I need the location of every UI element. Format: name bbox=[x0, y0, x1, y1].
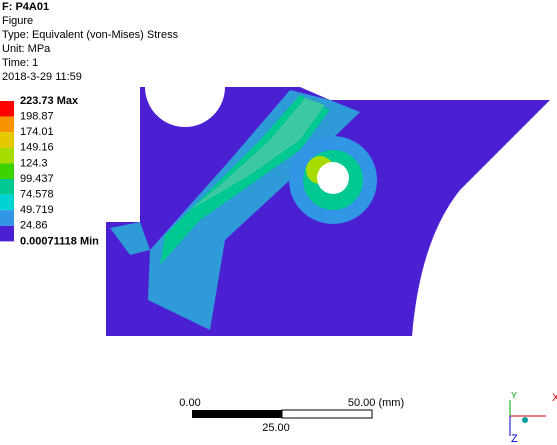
legend-label: 198.87 bbox=[20, 111, 54, 123]
legend-swatch bbox=[0, 210, 14, 226]
stress-band bbox=[190, 98, 325, 210]
scale-bar-light bbox=[281, 409, 373, 419]
scale-start: 0.00 bbox=[179, 397, 200, 409]
legend-label: 223.73 Max bbox=[20, 95, 79, 107]
legend-swatch bbox=[0, 147, 14, 164]
legend-swatch bbox=[0, 225, 14, 242]
legend-label: 49.719 bbox=[20, 204, 54, 216]
legend-swatch bbox=[0, 101, 14, 117]
scale-end: 50.00 (mm) bbox=[348, 397, 404, 409]
legend-swatch bbox=[0, 116, 14, 133]
legend-label: 124.3 bbox=[20, 157, 48, 169]
model bbox=[106, 87, 550, 336]
triad-z: Z bbox=[511, 433, 518, 445]
legend-label: 24.86 bbox=[20, 220, 48, 232]
scale-bar: 0.00 50.00 (mm) 25.00 bbox=[179, 397, 404, 434]
legend-swatch bbox=[0, 163, 14, 179]
scale-bar-dark bbox=[192, 410, 282, 418]
header-line: Type: Equivalent (von-Mises) Stress bbox=[2, 29, 179, 41]
legend-label: 149.16 bbox=[20, 142, 54, 154]
legend-label: 74.578 bbox=[20, 189, 54, 201]
header-title: F: P4A01 bbox=[2, 1, 49, 13]
legend-label: 0.00071118 Min bbox=[20, 235, 99, 247]
triad-x: X bbox=[552, 392, 557, 404]
legend-swatch bbox=[0, 194, 14, 211]
triad: X Y Z bbox=[509, 390, 557, 445]
legend-label: 99.437 bbox=[20, 173, 54, 185]
stress-band bbox=[110, 222, 150, 255]
header-line: Time: 1 bbox=[2, 57, 38, 69]
legend: 223.73 Max 198.87 174.01 149.16 124.3 99.437 7… bbox=[0, 95, 99, 247]
scale-mid: 25.00 bbox=[262, 422, 290, 434]
triad-y: Y bbox=[511, 390, 517, 400]
header-line: 2018-3-29 11:59 bbox=[2, 71, 82, 83]
hole bbox=[317, 162, 349, 194]
triad-origin bbox=[522, 417, 528, 423]
header: F: P4A01 Figure Type: Equivalent (von-Mis… bbox=[2, 1, 179, 83]
header-line: Unit: MPa bbox=[2, 43, 51, 55]
legend-swatch bbox=[0, 132, 14, 148]
legend-label: 174.01 bbox=[20, 126, 54, 138]
header-line: Figure bbox=[2, 15, 33, 27]
legend-swatch bbox=[0, 179, 14, 195]
